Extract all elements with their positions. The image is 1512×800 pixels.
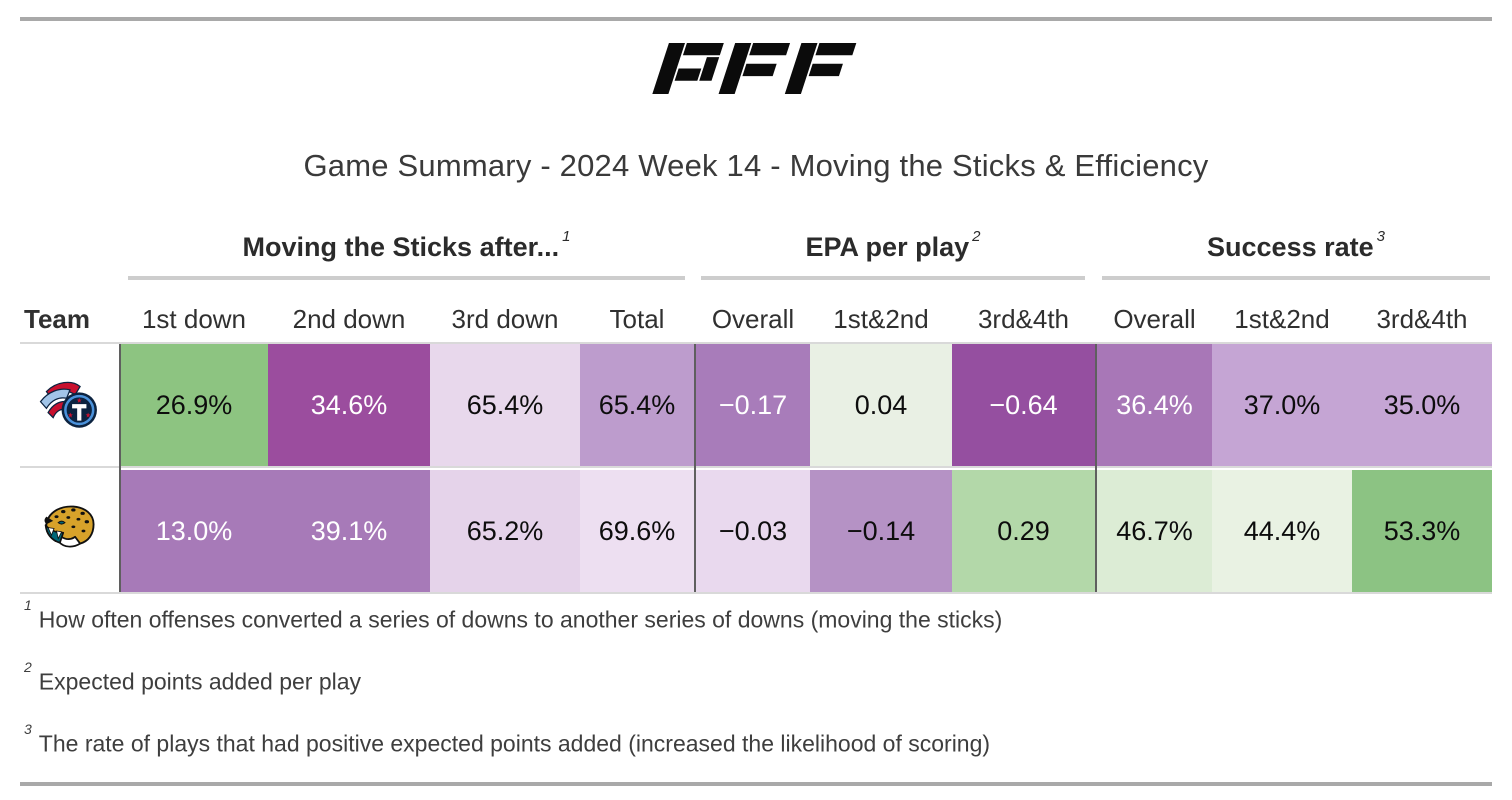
column-header-epa-3rd-4th: 3rd&4th (977, 303, 1070, 334)
jaguars-sr-3rd-4th-cell: 53.3% (1352, 470, 1492, 592)
group-underline (1102, 276, 1490, 280)
titans-sr-1st-2nd-cell: 37.0% (1212, 344, 1352, 466)
column-header-3rd-down: 3rd down (451, 303, 559, 334)
row-divider (20, 466, 1492, 468)
footnote-number: 2 (24, 659, 32, 675)
titans-sr-overall-cell: 36.4% (1097, 344, 1212, 466)
group-header-epa-per-play: EPA per play 2 (701, 226, 1085, 268)
table-bottom-divider (20, 592, 1492, 594)
group-label-text: Success rate (1207, 231, 1374, 262)
page-title: Game Summary - 2024 Week 14 - Moving the… (303, 148, 1209, 183)
footnote-number: 3 (24, 721, 32, 737)
table-row-jaguars: 13.0% 39.1% 65.2% 69.6% −0.03 −0.14 0.29… (20, 470, 1492, 592)
jaguars-mts-2nd-down-cell: 39.1% (268, 470, 430, 592)
titans-epa-3rd-4th-cell: −0.64 (952, 344, 1095, 466)
group-separator (694, 344, 696, 592)
table-row-titans: 26.9% 34.6% 65.4% 65.4% −0.17 0.04 −0.64… (20, 344, 1492, 466)
titans-epa-overall-cell: −0.17 (696, 344, 810, 466)
titans-epa-1st-2nd-cell: 0.04 (810, 344, 952, 466)
footnote-text: The rate of plays that had positive expe… (38, 730, 991, 757)
group-separator (1095, 344, 1097, 592)
column-header-sr-1st-2nd: 1st&2nd (1234, 303, 1330, 334)
footnote-text: How often offenses converted a series of… (38, 606, 1003, 633)
jaguars-sr-1st-2nd-cell: 44.4% (1212, 470, 1352, 592)
jaguars-team-cell (20, 470, 120, 592)
top-divider (20, 17, 1492, 21)
footnote-text: Expected points added per play (38, 668, 362, 695)
tennessee-titans-logo (39, 381, 97, 428)
group-underline (701, 276, 1085, 280)
jaguars-sr-overall-cell: 46.7% (1097, 470, 1212, 592)
group-header-moving-the-sticks: Moving the Sticks after... 1 (128, 226, 685, 268)
header-divider (20, 342, 1492, 344)
footnote-2: 2 Expected points added per play (24, 659, 1484, 696)
jaguars-mts-3rd-down-cell: 65.2% (430, 470, 580, 592)
column-header-epa-1st-2nd: 1st&2nd (833, 303, 929, 334)
jaguars-epa-overall-cell: −0.03 (696, 470, 810, 592)
group-header-success-rate: Success rate 3 (1102, 226, 1490, 268)
titans-mts-3rd-down-cell: 65.4% (430, 344, 580, 466)
titans-team-cell (20, 344, 120, 466)
jaguars-epa-1st-2nd-cell: −0.14 (810, 470, 952, 592)
team-column-separator (119, 344, 121, 592)
group-label-text: EPA per play (805, 231, 970, 262)
column-header-row: Team 1st down 2nd down 3rd down Total Ov… (20, 296, 1492, 342)
column-header-1st-down: 1st down (141, 303, 247, 334)
jaguars-mts-1st-down-cell: 13.0% (120, 470, 268, 592)
titans-mts-total-cell: 65.4% (580, 344, 694, 466)
footnote-number: 1 (24, 597, 32, 613)
jaguars-mts-total-cell: 69.6% (580, 470, 694, 592)
column-header-sr-3rd-4th: 3rd&4th (1376, 303, 1468, 334)
bottom-divider (20, 782, 1492, 786)
column-header-epa-overall: Overall (711, 303, 795, 334)
jacksonville-jaguars-logo (44, 505, 95, 548)
footnote-3: 3 The rate of plays that had positive exp… (24, 721, 1484, 758)
footnote-ref-1: 1 (562, 227, 571, 245)
jaguars-epa-3rd-4th-cell: 0.29 (952, 470, 1095, 592)
titans-sr-3rd-4th-cell: 35.0% (1352, 344, 1492, 466)
footnote-ref-2: 2 (972, 227, 981, 245)
team-column-header: Team (24, 303, 90, 334)
group-label-text: Moving the Sticks after... (242, 231, 560, 262)
titans-mts-2nd-down-cell: 34.6% (268, 344, 430, 466)
titans-mts-1st-down-cell: 26.9% (120, 344, 268, 466)
column-header-sr-overall: Overall (1113, 303, 1196, 334)
column-header-total: Total (609, 303, 665, 334)
column-header-2nd-down: 2nd down (292, 303, 406, 334)
footnote-1: 1 How often offenses converted a series o… (24, 597, 1484, 634)
footnote-ref-3: 3 (1376, 227, 1385, 245)
pff-logo (0, 42, 1512, 95)
group-underline (128, 276, 685, 280)
